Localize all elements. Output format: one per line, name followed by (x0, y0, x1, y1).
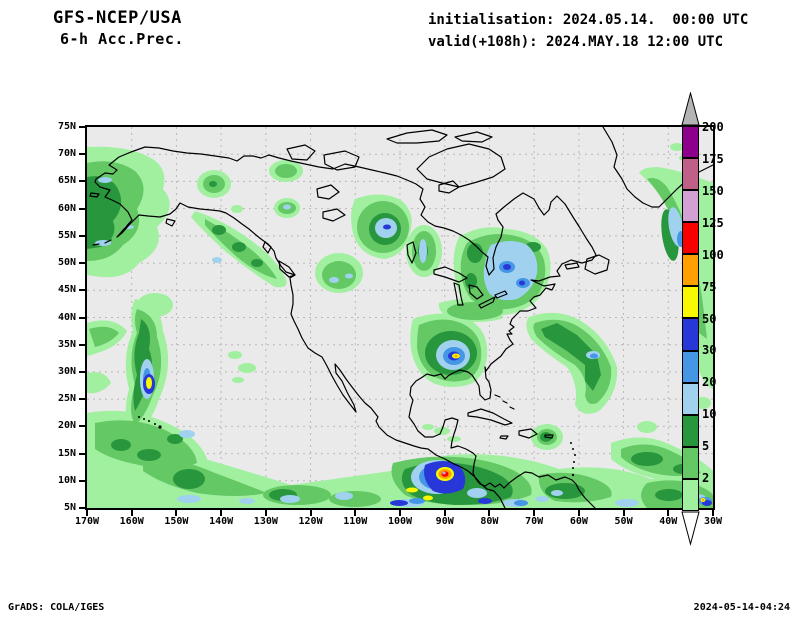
longitude-tick-label: 90W (435, 516, 454, 527)
generation-timestamp: 2024-05-14-04:24 (693, 602, 790, 613)
longitude-tick-label: 170W (74, 516, 100, 527)
grads-credit: GrADS: COLA/IGES (8, 602, 105, 613)
longitude-tick-label: 50W (614, 516, 633, 527)
small-islands-dots (138, 416, 576, 477)
latitude-tick-label: 50N (57, 257, 76, 269)
latitude-tick-label: 75N (57, 121, 76, 132)
valid-time-label: valid(+108h): 2024.MAY.18 12:00 UTC (428, 34, 724, 50)
longitude-tick (533, 510, 536, 516)
longitude-tick (488, 510, 491, 516)
latitude-tick-label: 20N (57, 420, 76, 432)
coastlines (89, 127, 713, 508)
longitude-tick (667, 510, 670, 516)
longitude-tick-label: 70W (525, 516, 544, 527)
caribbean-islands-coastline (467, 394, 554, 440)
longitude-tick (175, 510, 178, 516)
longitude-tick-label: 110W (343, 516, 368, 527)
latitude-tick-label: 55N (57, 229, 76, 241)
longitude-tick-label: 160W (119, 516, 144, 527)
model-title: GFS-NCEP/USA (53, 8, 182, 28)
pacific-islands-coastline (89, 192, 296, 278)
longitude-tick (622, 510, 625, 516)
longitude-tick-label: 140W (209, 516, 234, 527)
latitude-tick-label: 30N (57, 365, 76, 377)
longitude-tick-label: 150W (164, 516, 189, 527)
latitude-tick-label: 10N (57, 474, 76, 486)
precip-map (85, 125, 715, 510)
longitude-tick (354, 510, 357, 516)
longitude-tick-label: 120W (298, 516, 323, 527)
atlantic-islands-coastline (564, 254, 610, 275)
longitude-tick (577, 510, 580, 516)
longitude-tick-label: 100W (387, 516, 413, 527)
longitude-tick (712, 510, 714, 516)
latitude-tick-label: 65N (57, 175, 76, 187)
longitude-tick (220, 510, 223, 516)
continent-coastline (94, 146, 597, 508)
canada-lakes-outline (316, 184, 417, 264)
longitude-tick (443, 510, 446, 516)
latitude-tick-label: 40N (57, 311, 76, 323)
title-block: GFS-NCEP/USA 6-h Acc.Prec. (53, 8, 184, 50)
longitude-tick (86, 510, 88, 516)
colorbar-over-arrow (681, 92, 700, 126)
latitude-tick-label: 35N (57, 338, 76, 350)
longitude-tick (130, 510, 133, 516)
longitude-tick-label: 80W (480, 516, 499, 527)
time-block: initialisation: 2024.05.14. 00:00 UTC va… (428, 9, 748, 53)
longitude-tick-label: 60W (569, 516, 588, 527)
latitude-tick-label: 60N (57, 202, 76, 214)
longitude-tick-label: 30W (703, 516, 723, 527)
longitude-tick-label: 40W (659, 516, 678, 527)
longitude-tick (399, 510, 401, 516)
longitude-tick-label: 130W (253, 516, 278, 527)
arctic-islands-coastline (286, 129, 506, 194)
init-time-label: initialisation: 2024.05.14. 00:00 UTC (428, 12, 749, 28)
latitude-tick-label: 25N (57, 393, 76, 405)
latitude-tick-label: 45N (57, 284, 76, 296)
latitude-tick-label: 15N (57, 447, 76, 459)
longitude-tick (264, 510, 267, 516)
longitude-tick (309, 510, 312, 516)
colorbar-under-arrow (681, 511, 700, 546)
latitude-tick-label: 70N (57, 148, 76, 160)
product-title: 6-h Acc.Prec. (60, 30, 184, 48)
latitude-tick-label: 5N (63, 502, 76, 513)
great-lakes-outline (433, 266, 508, 309)
